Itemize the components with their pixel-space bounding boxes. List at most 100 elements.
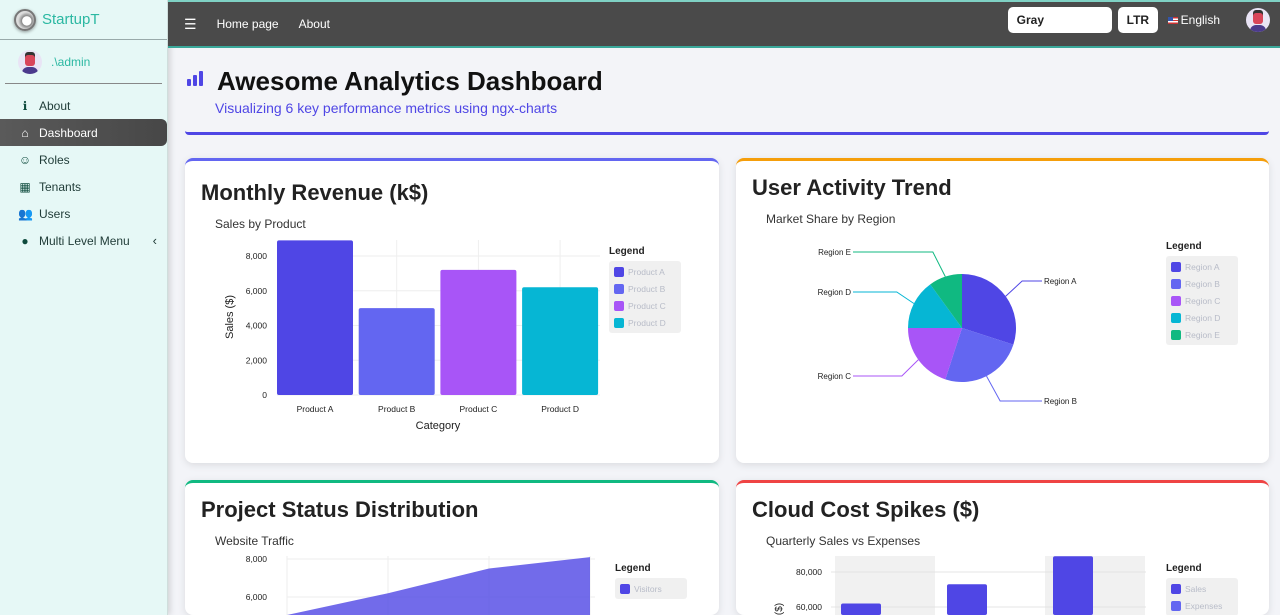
bar-sales (947, 584, 987, 615)
legend-item[interactable]: Region C (1171, 292, 1238, 309)
legend-item[interactable]: Product D (614, 314, 681, 331)
sidebar-item-label: Tenants (39, 179, 82, 194)
sidebar-item-label: Dashboard (39, 125, 98, 140)
pie-slice-region-a (962, 274, 1016, 345)
pie-label-line (1005, 280, 1042, 297)
y-tick-label: 0 (262, 390, 267, 400)
chart-legend: Legend Sales Expenses (1166, 563, 1238, 615)
nav-link-about[interactable]: About (298, 17, 330, 31)
legend-item[interactable]: Region A (1171, 258, 1238, 275)
legend-title: Legend (609, 246, 645, 257)
brand[interactable]: StartupT (0, 0, 167, 40)
pie-slice-region-c (908, 328, 962, 380)
building-icon: ▦ (19, 179, 31, 194)
legend-label: Region D (1185, 312, 1221, 323)
chart-subtitle: Website Traffic (215, 534, 294, 548)
info-circle-icon: ℹ (22, 98, 28, 113)
pie-slice-region-e (930, 274, 962, 328)
area-visitors (287, 557, 590, 615)
sidebar: StartupT .\admin ℹ About ⌂ Dashboard ☺ Roles ▦… (0, 0, 168, 615)
language-label: English (1180, 13, 1220, 27)
us-flag-icon (1167, 16, 1178, 24)
sidebar-item-roles[interactable]: ☺ Roles (0, 146, 167, 173)
pie-label: Region C (818, 372, 852, 381)
chart-subtitle: Quarterly Sales vs Expenses (766, 534, 921, 548)
chart-card-3: 6,000 8,000 Project Status Distribution W… (185, 480, 719, 615)
hamburger-menu-icon[interactable]: ☰ (184, 15, 197, 32)
sidebar-item-label: About (39, 98, 71, 113)
x-tick-label: Product D (541, 404, 579, 414)
legend-item[interactable]: Product C (614, 297, 681, 314)
legend-swatch (1171, 583, 1181, 594)
y-tick-label: 8,000 (246, 251, 268, 261)
legend-item[interactable]: Product A (614, 263, 681, 280)
pie-slice-region-d (908, 284, 962, 328)
chart-svg: 0 2,000 4,000 6,000 8,000 Product A Product B P… (224, 240, 600, 432)
pie-label-line (853, 359, 919, 377)
y-axis-label: ($) (774, 603, 785, 615)
legend-item[interactable]: Expenses (1171, 597, 1238, 614)
y-axis-label: Sales ($) (224, 295, 236, 339)
x-tick-label: Product B (378, 404, 416, 414)
legend-item[interactable]: Sales (1171, 580, 1238, 597)
theme-select[interactable]: Gray (1007, 7, 1112, 33)
pie-label: Region A (1044, 277, 1077, 286)
legend-label: Expenses (1185, 600, 1223, 611)
pie-label: Region E (818, 248, 851, 257)
direction-select[interactable]: LTR (1117, 7, 1158, 33)
legend-label: Visitors (634, 583, 662, 594)
legend-item[interactable]: Region B (1171, 275, 1238, 292)
sidebar-item-multi-level-menu[interactable]: ● Multi Level Menu ‹ (0, 227, 167, 254)
pie-label-line (853, 251, 946, 277)
logo-icon (14, 8, 36, 31)
masks-icon: ☺ (18, 152, 32, 167)
bar-product-c (440, 269, 517, 395)
legend-label: Product B (628, 283, 666, 294)
y-tick-label: 8,000 (246, 554, 268, 564)
sidebar-item-about[interactable]: ℹ About (0, 92, 167, 119)
users-icon: 👥 (18, 206, 33, 221)
topbar: ☰ Home page About Gray LTR English (168, 0, 1280, 48)
pie-label-line (853, 291, 915, 304)
legend-item[interactable]: Product B (614, 280, 681, 297)
bar-product-d (522, 287, 599, 395)
legend-label: Sales (1185, 583, 1207, 594)
chart-legend: Legend Product A Product B Product C Produc… (609, 246, 681, 333)
pie-label-line (986, 375, 1042, 402)
legend-swatch (1171, 600, 1181, 611)
y-tick-label: 60,000 (796, 602, 822, 612)
legend-item[interactable]: Visitors (620, 580, 687, 597)
chevron-left-icon: ‹ (152, 233, 157, 248)
legend-label: Region B (1185, 278, 1220, 289)
brand-name: StartupT (42, 11, 100, 28)
user-panel[interactable]: .\admin (5, 40, 162, 84)
sidebar-item-tenants[interactable]: ▦ Tenants (0, 173, 167, 200)
user-name: .\admin (51, 54, 91, 69)
legend-swatch (614, 266, 624, 277)
pie-slice-region-b (945, 328, 1014, 382)
sidebar-item-users[interactable]: 👥 Users (0, 200, 167, 227)
home-icon: ⌂ (21, 125, 29, 140)
x-tick-label: Product C (460, 404, 498, 414)
language-select[interactable]: English (1167, 13, 1220, 27)
bar-sales (841, 603, 881, 615)
pie-label: Region D (818, 288, 852, 297)
sidebar-item-dashboard[interactable]: ⌂ Dashboard (0, 119, 167, 146)
card-title: User Activity Trend (752, 175, 952, 200)
x-axis-label: Category (416, 420, 461, 432)
legend-label: Region C (1185, 295, 1221, 306)
page-title: Awesome Analytics Dashboard (217, 66, 603, 96)
card-title: Project Status Distribution (201, 497, 479, 522)
legend-swatch (614, 300, 624, 311)
legend-swatch (1171, 329, 1181, 340)
user-avatar[interactable] (1246, 8, 1270, 32)
sidebar-item-label: Roles (39, 152, 70, 167)
legend-item[interactable]: Region D (1171, 309, 1238, 326)
chart-legend: Legend Region A Region B Region C Region D R… (1166, 241, 1238, 345)
legend-swatch (614, 283, 624, 294)
legend-swatch (1171, 261, 1181, 272)
legend-item[interactable]: Region E (1171, 326, 1238, 343)
y-tick-label: 2,000 (246, 355, 268, 365)
nav-link-home[interactable]: Home page (216, 17, 279, 31)
legend-swatch (1171, 312, 1181, 323)
